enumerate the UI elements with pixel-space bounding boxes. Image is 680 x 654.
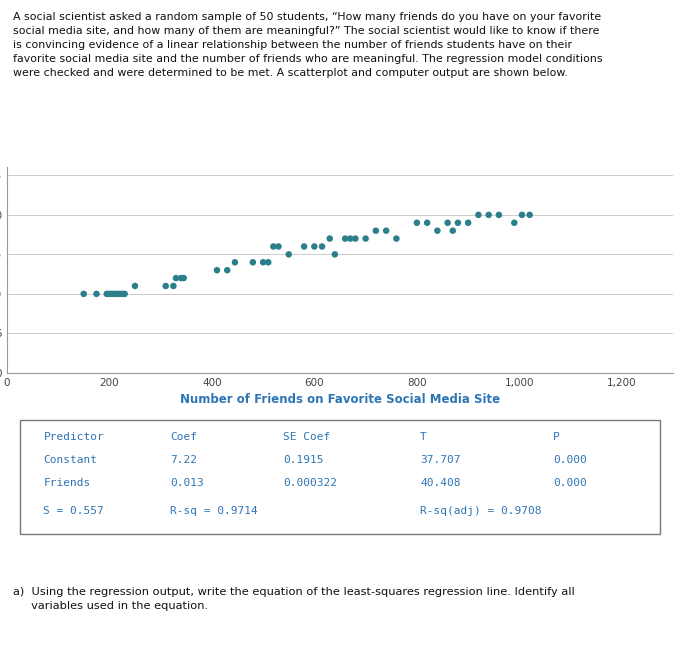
Text: a)  Using the regression output, write the equation of the least-squares regress: a) Using the regression output, write th… xyxy=(14,587,575,611)
Text: 0.000322: 0.000322 xyxy=(284,478,337,488)
Point xyxy=(309,241,320,252)
Point xyxy=(317,241,328,252)
Point xyxy=(119,288,130,299)
Text: 0.000: 0.000 xyxy=(554,455,587,465)
Point xyxy=(262,257,273,267)
Point xyxy=(258,257,269,267)
Text: Predictor: Predictor xyxy=(44,432,104,442)
Point xyxy=(229,257,240,267)
Point xyxy=(411,218,422,228)
Point xyxy=(101,288,112,299)
Text: R-sq(adj) = 0.9708: R-sq(adj) = 0.9708 xyxy=(420,506,541,516)
FancyBboxPatch shape xyxy=(20,421,660,534)
Text: 40.408: 40.408 xyxy=(420,478,460,488)
Text: S = 0.557: S = 0.557 xyxy=(44,506,104,516)
Point xyxy=(494,210,505,220)
Point xyxy=(371,226,381,236)
Point xyxy=(360,233,371,244)
Point xyxy=(78,288,89,299)
Point xyxy=(483,210,494,220)
Text: R-sq = 0.9714: R-sq = 0.9714 xyxy=(170,506,258,516)
Text: 0.1915: 0.1915 xyxy=(284,455,324,465)
Point xyxy=(284,249,294,260)
Point xyxy=(447,226,458,236)
Point xyxy=(129,281,140,291)
Point xyxy=(524,210,535,220)
Text: 37.707: 37.707 xyxy=(420,455,460,465)
Point xyxy=(462,218,473,228)
Point xyxy=(340,233,351,244)
Text: SE Coef: SE Coef xyxy=(284,432,330,442)
Point xyxy=(432,226,443,236)
Text: 0.013: 0.013 xyxy=(170,478,204,488)
Text: Coef: Coef xyxy=(170,432,197,442)
X-axis label: Number of Friends on Favorite Social Media Site: Number of Friends on Favorite Social Med… xyxy=(180,393,500,406)
Point xyxy=(175,273,186,283)
Point xyxy=(109,288,120,299)
Text: Constant: Constant xyxy=(44,455,97,465)
Point xyxy=(91,288,102,299)
Point xyxy=(345,233,356,244)
Point xyxy=(273,241,284,252)
Point xyxy=(168,281,179,291)
Text: T: T xyxy=(420,432,427,442)
Text: A social scientist asked a random sample of 50 students, “How many friends do yo: A social scientist asked a random sample… xyxy=(14,12,603,78)
Point xyxy=(422,218,432,228)
Point xyxy=(324,233,335,244)
Point xyxy=(509,218,520,228)
Point xyxy=(114,288,125,299)
Point xyxy=(473,210,484,220)
Text: 0.000: 0.000 xyxy=(554,478,587,488)
Text: Friends: Friends xyxy=(44,478,90,488)
Point xyxy=(381,226,392,236)
Point xyxy=(350,233,361,244)
Text: P: P xyxy=(554,432,560,442)
Point xyxy=(112,288,122,299)
Point xyxy=(268,241,279,252)
Point xyxy=(391,233,402,244)
Point xyxy=(171,273,182,283)
Point xyxy=(117,288,128,299)
Text: 7.22: 7.22 xyxy=(170,455,197,465)
Point xyxy=(222,265,233,275)
Point xyxy=(160,281,171,291)
Point xyxy=(248,257,258,267)
Point xyxy=(517,210,528,220)
Point xyxy=(178,273,189,283)
Point xyxy=(104,288,115,299)
Point xyxy=(107,288,118,299)
Point xyxy=(452,218,463,228)
Point xyxy=(299,241,309,252)
Point xyxy=(329,249,340,260)
Point xyxy=(442,218,453,228)
Point xyxy=(211,265,222,275)
